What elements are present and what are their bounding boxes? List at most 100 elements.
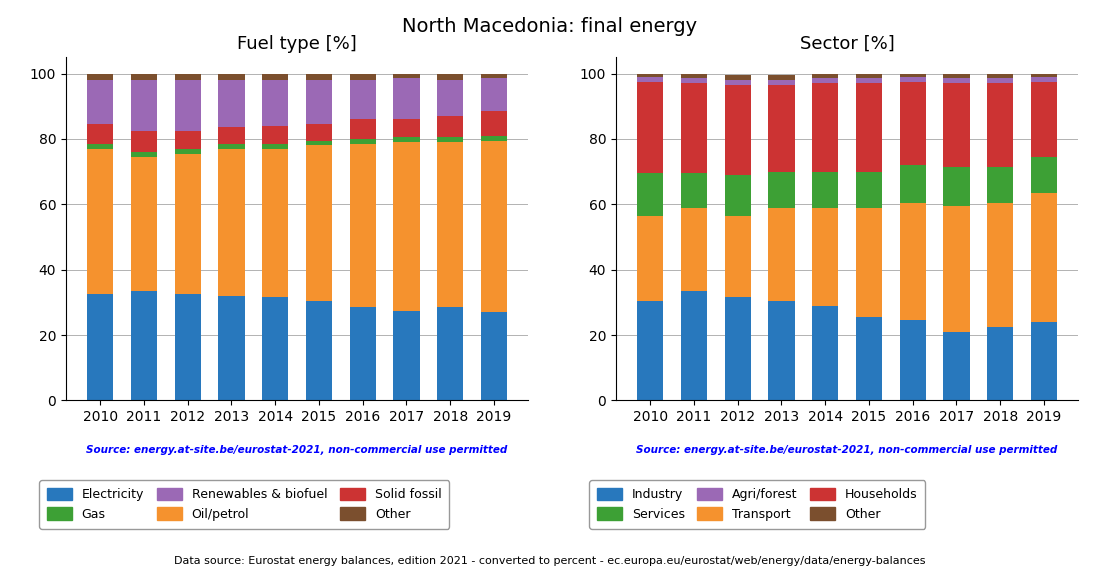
Bar <box>437 137 463 142</box>
Bar <box>987 202 1013 327</box>
Bar <box>394 120 419 137</box>
Bar <box>812 78 838 84</box>
Bar <box>87 124 113 144</box>
Bar <box>681 173 707 208</box>
Bar <box>637 173 663 216</box>
Bar <box>437 142 463 307</box>
Bar <box>306 74 332 80</box>
Bar <box>987 84 1013 166</box>
Bar <box>306 145 332 301</box>
Bar <box>262 144 288 149</box>
Bar <box>131 74 157 80</box>
Bar <box>681 78 707 84</box>
Bar <box>481 136 507 141</box>
Bar <box>350 74 376 80</box>
Bar <box>856 317 882 400</box>
Bar <box>350 80 376 120</box>
Bar <box>218 144 244 149</box>
Bar <box>262 297 288 400</box>
Bar <box>481 141 507 312</box>
Bar <box>394 74 419 78</box>
Bar <box>768 301 794 400</box>
Bar <box>681 291 707 400</box>
Bar <box>812 172 838 208</box>
Bar <box>637 82 663 173</box>
Bar <box>218 80 244 128</box>
Bar <box>900 74 926 77</box>
Text: Source: energy.at-site.be/eurostat-2021, non-commercial use permitted: Source: energy.at-site.be/eurostat-2021,… <box>87 445 507 455</box>
Bar <box>394 78 419 120</box>
Bar <box>481 78 507 111</box>
Legend: Electricity, Gas, Renewables & biofuel, Oil/petrol, Solid fossil, Other: Electricity, Gas, Renewables & biofuel, … <box>40 480 449 529</box>
Bar <box>481 312 507 400</box>
Bar <box>900 202 926 320</box>
Bar <box>350 307 376 400</box>
Bar <box>437 307 463 400</box>
Bar <box>87 294 113 400</box>
Bar <box>131 80 157 131</box>
Bar <box>87 149 113 294</box>
Bar <box>944 206 969 332</box>
Bar <box>350 139 376 144</box>
Bar <box>218 296 244 400</box>
Bar <box>768 208 794 301</box>
Bar <box>812 84 838 172</box>
Bar <box>175 149 200 154</box>
Bar <box>725 216 751 297</box>
Bar <box>900 165 926 202</box>
Bar <box>1031 77 1057 82</box>
Bar <box>944 332 969 400</box>
Bar <box>812 305 838 400</box>
Bar <box>437 80 463 116</box>
Bar <box>637 77 663 82</box>
Bar <box>725 175 751 216</box>
Title: Sector [%]: Sector [%] <box>800 35 894 53</box>
Bar <box>637 74 663 77</box>
Legend: Industry, Services, Agri/forest, Transport, Households, Other: Industry, Services, Agri/forest, Transpo… <box>590 480 925 529</box>
Bar <box>725 85 751 175</box>
Bar <box>306 141 332 145</box>
Bar <box>944 166 969 206</box>
Bar <box>175 131 200 149</box>
Bar <box>350 144 376 307</box>
Bar <box>437 74 463 80</box>
Bar <box>131 152 157 157</box>
Bar <box>725 75 751 80</box>
Bar <box>262 74 288 80</box>
Bar <box>350 120 376 139</box>
Bar <box>856 208 882 317</box>
Bar <box>131 157 157 291</box>
Bar <box>175 80 200 131</box>
Bar <box>175 74 200 80</box>
Bar <box>812 74 838 78</box>
Bar <box>856 172 882 208</box>
Bar <box>1031 193 1057 322</box>
Bar <box>768 80 794 85</box>
Bar <box>681 84 707 173</box>
Bar <box>306 301 332 400</box>
Bar <box>637 301 663 400</box>
Bar <box>131 291 157 400</box>
Bar <box>218 74 244 80</box>
Bar <box>481 111 507 136</box>
Bar <box>856 84 882 172</box>
Bar <box>768 85 794 172</box>
Bar <box>306 80 332 124</box>
Bar <box>262 80 288 126</box>
Text: North Macedonia: final energy: North Macedonia: final energy <box>403 17 697 36</box>
Bar <box>175 294 200 400</box>
Bar <box>1031 157 1057 193</box>
Bar <box>944 84 969 166</box>
Bar <box>987 166 1013 202</box>
Bar <box>900 82 926 165</box>
Bar <box>394 311 419 400</box>
Bar <box>394 142 419 311</box>
Bar <box>262 126 288 144</box>
Bar <box>768 75 794 80</box>
Bar <box>306 124 332 141</box>
Bar <box>681 74 707 78</box>
Bar <box>900 320 926 400</box>
Bar <box>218 149 244 296</box>
Bar <box>87 74 113 80</box>
Bar <box>987 327 1013 400</box>
